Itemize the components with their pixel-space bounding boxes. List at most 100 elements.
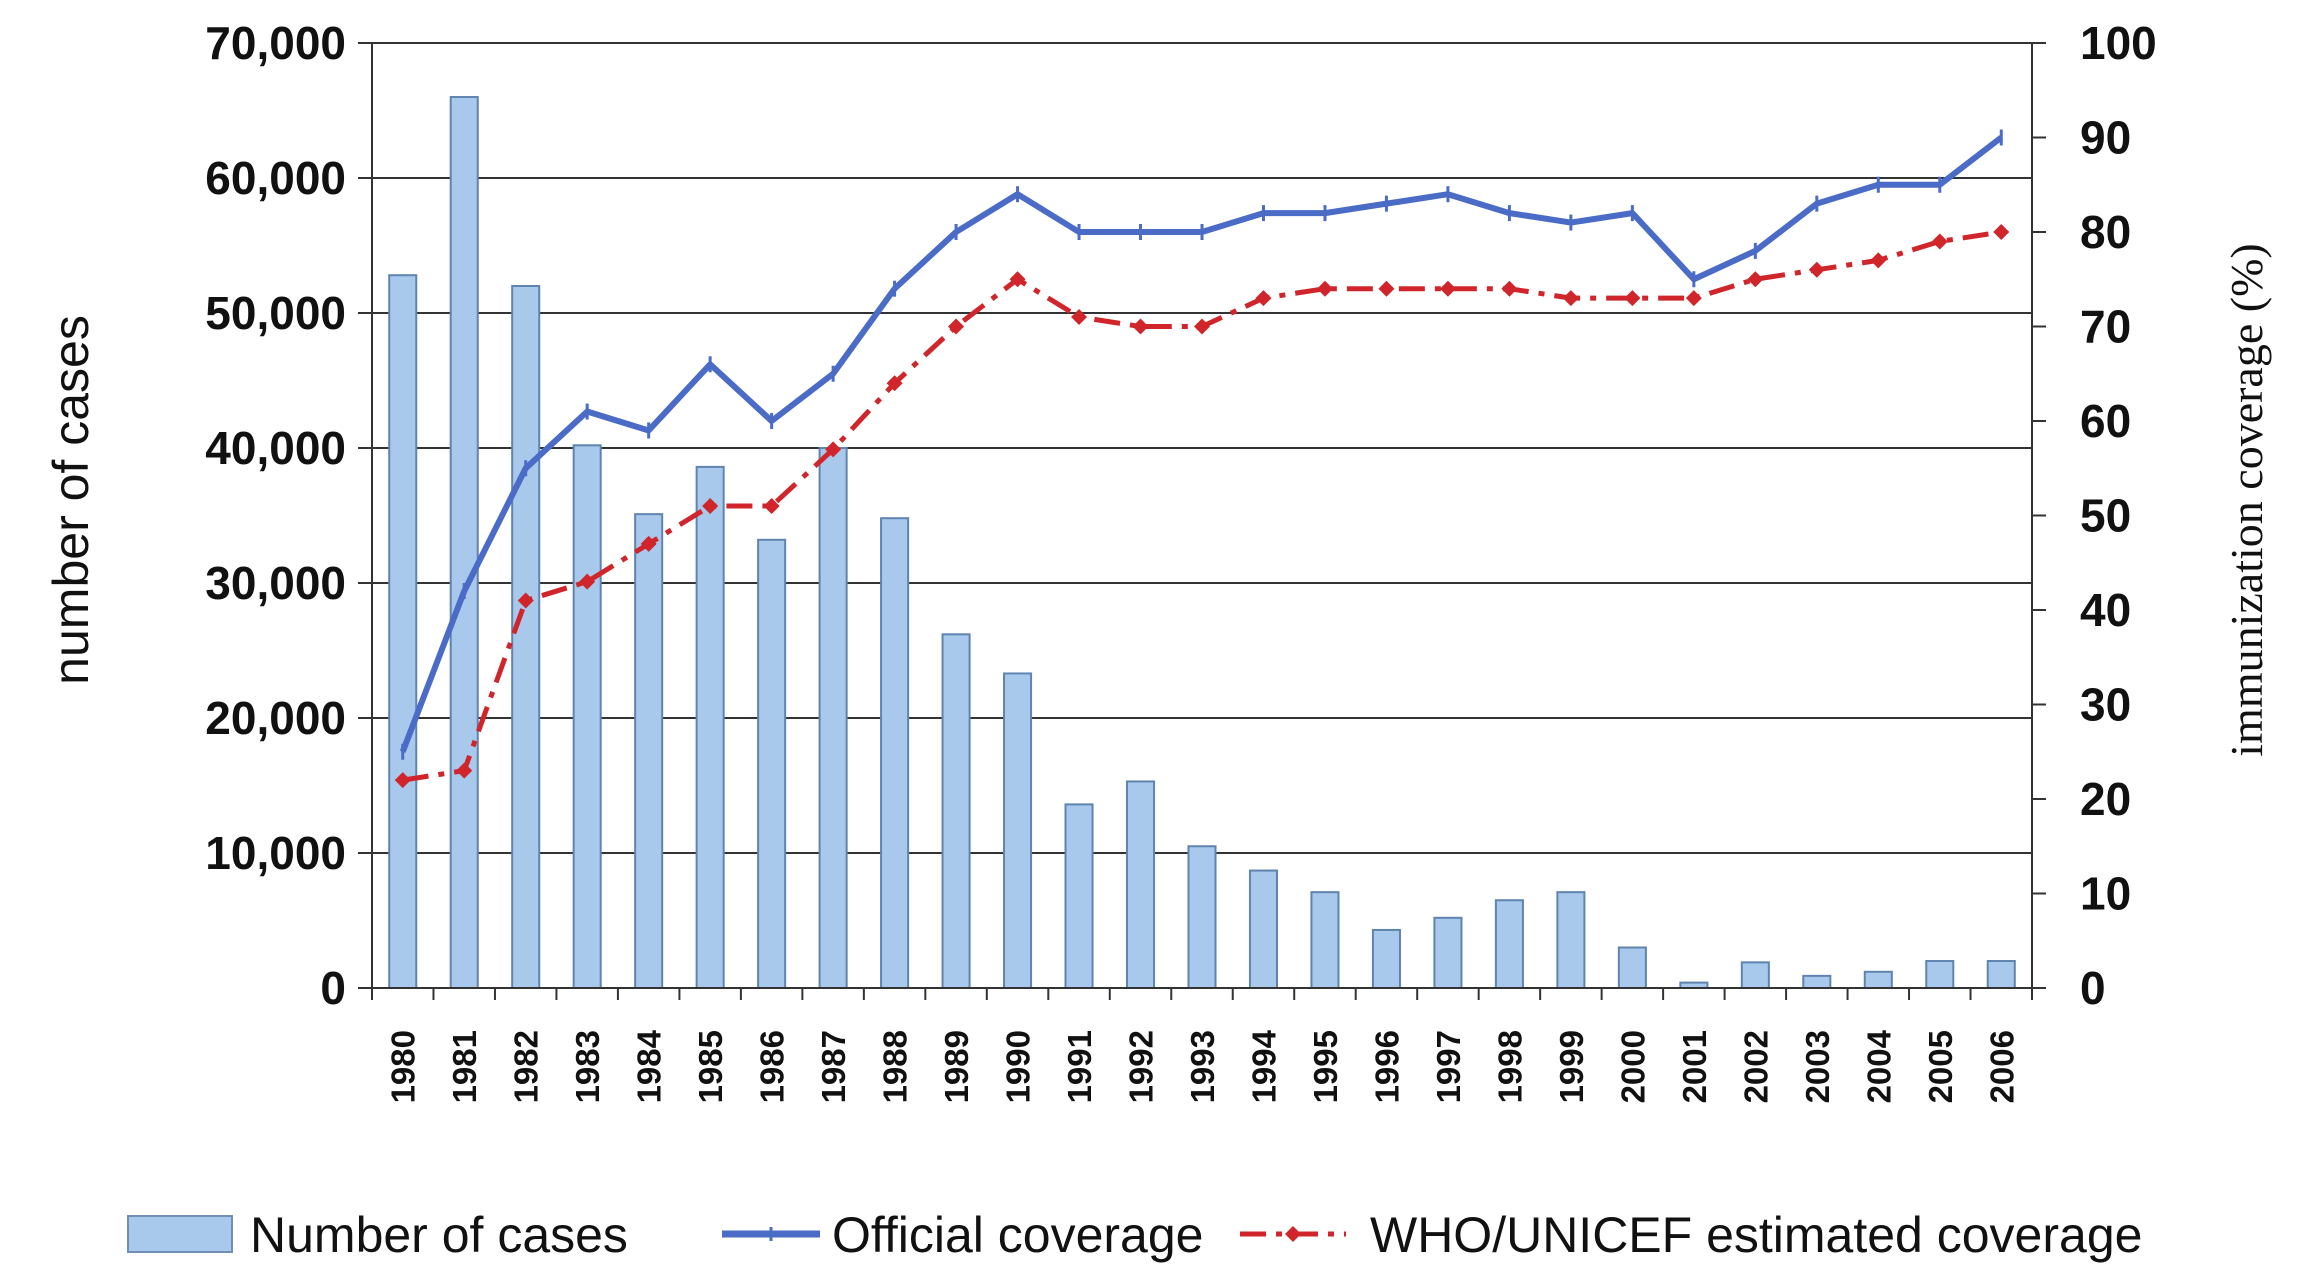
bar-1983 [572,444,602,989]
right-tick-label-8: 80 [2080,206,2131,258]
point-who-unicef-coverage-2000 [1624,290,1641,307]
x-tick-label-1987: 1987 [815,1030,852,1103]
point-who-unicef-coverage-1990 [1009,271,1026,288]
y-axis-right-title: immunization coverage (%) [2221,243,2272,756]
right-tick-label-4: 40 [2080,584,2131,636]
point-who-unicef-coverage-1985 [702,498,719,515]
point-who-unicef-coverage-1988 [886,375,903,392]
left-tick-label-2: 20,000 [205,692,346,744]
left-tick-label-0: 0 [320,962,346,1014]
x-tick-label-1993: 1993 [1184,1030,1221,1103]
point-who-unicef-coverage-1994 [1255,290,1272,307]
bar-1998 [1494,899,1524,989]
x-tick-label-1985: 1985 [692,1030,729,1103]
right-tick-label-3: 30 [2080,679,2131,731]
right-tick-label-0: 0 [2080,962,2106,1014]
bar-1984 [634,513,664,990]
bar-2002 [1740,961,1770,989]
bar-2006 [1986,960,2016,989]
x-tick-label-2004: 2004 [1860,1029,1897,1103]
point-who-unicef-coverage-1984 [640,535,657,552]
point-who-unicef-coverage-1989 [948,318,965,335]
point-who-unicef-coverage-1999 [1562,290,1579,307]
bar-1992 [1125,780,1156,990]
point-who-unicef-coverage-1980 [394,772,411,789]
right-axis-ticks: 0 10 20 30 40 50 60 70 80 90 100 [2080,17,2157,1014]
legend-label-number-of-cases: Number of cases [250,1207,628,1263]
x-tick-label-1984: 1984 [631,1029,668,1103]
bar-1981 [449,96,479,989]
point-who-unicef-coverage-1981 [456,762,473,779]
point-who-unicef-coverage-1987 [825,441,842,458]
bar-2005 [1925,960,1955,989]
left-tick-label-5: 50,000 [205,287,346,339]
left-tick-label-4: 40,000 [205,422,346,474]
point-who-unicef-coverage-2004 [1870,252,1887,269]
x-tick-label-1997: 1997 [1430,1030,1467,1103]
bar-1988 [880,517,910,989]
left-tick-label-7: 70,000 [205,17,346,69]
x-tick-label-1999: 1999 [1553,1030,1590,1103]
x-tick-label-1998: 1998 [1491,1030,1528,1103]
right-tick-label-5: 50 [2080,490,2131,542]
right-tick-label-2: 20 [2080,773,2131,825]
legend-swatch-number-of-cases [127,1215,233,1253]
x-tick-label-1980: 1980 [385,1030,422,1103]
x-tick-label-1986: 1986 [754,1030,791,1103]
point-who-unicef-coverage-1983 [579,573,596,590]
x-tick-label-1983: 1983 [569,1030,606,1103]
point-who-unicef-coverage-1986 [763,498,780,515]
x-tick-label-1995: 1995 [1307,1030,1344,1103]
bar-2004 [1863,970,1893,989]
left-tick-label-1: 10,000 [205,827,346,879]
bar-1985 [695,465,725,989]
point-who-unicef-coverage-2003 [1808,261,1825,278]
x-tick-label-2003: 2003 [1799,1030,1836,1103]
point-who-unicef-coverage-2006 [1993,224,2010,240]
point-who-unicef-coverage-1993 [1194,318,1210,335]
x-tick-label-1988: 1988 [877,1030,914,1103]
right-tick-label-7: 70 [2080,301,2131,353]
bar-1989 [941,633,971,989]
point-who-unicef-coverage-1996 [1378,280,1395,297]
point-who-unicef-coverage-1991 [1071,309,1088,326]
right-tick-label-1: 10 [2080,868,2131,920]
bar-1999 [1556,891,1586,990]
x-tick-label-1991: 1991 [1061,1030,1098,1103]
x-tick-label-1996: 1996 [1368,1030,1405,1103]
left-tick-label-3: 30,000 [205,557,346,609]
x-tick-label-2001: 2001 [1676,1030,1713,1103]
bar-1996 [1371,928,1401,990]
x-tick-label-1982: 1982 [508,1030,545,1103]
point-who-unicef-coverage-1997 [1439,280,1456,297]
right-tick-label-6: 60 [2080,395,2131,447]
y-axis-left-title: number of cases [43,315,99,685]
x-axis-ticks: 1980 1981 1982 1983 1984 1985 1986 1987 1988 1989… [385,1029,2021,1103]
bar-2003 [1802,974,1832,989]
x-tick-label-2000: 2000 [1614,1030,1651,1103]
legend-label-official-coverage: Official coverage [832,1207,1203,1263]
x-tick-label-1989: 1989 [938,1030,975,1103]
legend-label-who-unicef-coverage: WHO/UNICEF estimated coverage [1370,1207,2142,1263]
right-tick-label-9: 90 [2080,112,2131,164]
bar-1990 [1003,672,1033,989]
x-tick-label-1992: 1992 [1123,1030,1160,1103]
bar-1982 [511,285,541,989]
point-who-unicef-coverage-1995 [1316,280,1333,297]
line-series [394,129,2010,789]
legend-marker-who-unicef-coverage [1285,1226,1301,1242]
bar-1997 [1433,916,1463,989]
left-tick-label-6: 60,000 [205,152,346,204]
x-tick-label-1981: 1981 [446,1030,483,1103]
bar-1994 [1248,869,1279,989]
bar-1987 [818,447,848,989]
bar-1995 [1310,891,1340,990]
x-tick-label-1990: 1990 [1000,1030,1037,1103]
x-tick-label-1994: 1994 [1245,1029,1282,1103]
axes [358,42,2033,1000]
bar-2000 [1617,946,1647,989]
x-tick-label-2002: 2002 [1737,1030,1774,1103]
bar-1991 [1064,803,1094,990]
bar-1993 [1187,845,1217,989]
